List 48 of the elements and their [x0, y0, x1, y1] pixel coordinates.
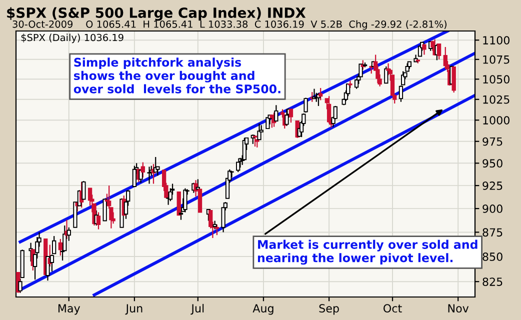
y-tick-label: 825: [482, 278, 502, 286]
y-tick-label: 850: [482, 252, 502, 261]
y-tick-label: 975: [482, 137, 502, 146]
candlestick: [168, 188, 172, 202]
x-tick-label: Jun: [125, 304, 142, 315]
y-tick-label: 1025: [483, 95, 510, 104]
candlestick: [58, 238, 62, 256]
candlestick: [318, 87, 323, 101]
candlestick: [288, 108, 294, 124]
y-tick-label: 875: [482, 228, 502, 237]
x-tick-label: May: [58, 304, 80, 315]
chart-title: $SPX (S&P 500 Large Cap Index) INDX: [7, 7, 306, 21]
candlestick: [422, 44, 426, 56]
candlestick: [147, 166, 152, 184]
y-tick-label: 925: [482, 182, 502, 190]
x-tick-label: Nov: [448, 304, 469, 313]
y-tick-label: 1050: [483, 75, 510, 84]
annotation: $SPX (Daily) 1036.19: [21, 34, 124, 44]
candlestick: [236, 162, 240, 173]
x-tick-label: Jul: [190, 304, 204, 315]
y-tick-label: 900: [482, 204, 502, 213]
candlestick: [326, 96, 332, 124]
x-tick-label: Sep: [319, 304, 339, 315]
candlestick: [132, 165, 137, 188]
y-tick-label: 1100: [483, 36, 510, 44]
y-tick-label: 950: [482, 159, 502, 168]
candlestick: [376, 65, 380, 84]
candlestick: [176, 191, 181, 216]
y-tick-label: 1000: [483, 116, 510, 124]
candlestick: [66, 226, 71, 242]
candlestick: [452, 66, 456, 94]
candlestick: [178, 210, 184, 220]
candlestick: [46, 256, 50, 282]
x-tick-label: Aug: [252, 304, 274, 315]
x-tick-label: Oct: [384, 304, 402, 313]
y-tick-label: 1075: [483, 55, 510, 64]
candlestick: [284, 108, 289, 127]
candlestick: [102, 198, 107, 222]
candlestick: [274, 104, 278, 122]
candlestick: [214, 224, 220, 236]
annotation: Market is currently over sold and nearing the lower pivot level.: [258, 240, 478, 265]
chart-subtitle: 30-Oct-2009 O 1065.41 H 1065.41 L 1033.38 C 1036.19 V 5.2B Chg -29.92 (-2.81%): [12, 20, 446, 30]
candlestick: [82, 180, 86, 200]
annotation: Simple pitchfork analysis shows the over bought and over sold levels for the SP500.: [74, 58, 280, 94]
candlestick: [443, 46, 448, 70]
candlestick: [140, 162, 145, 178]
candlestick: [266, 117, 270, 130]
candlestick: [333, 105, 338, 120]
